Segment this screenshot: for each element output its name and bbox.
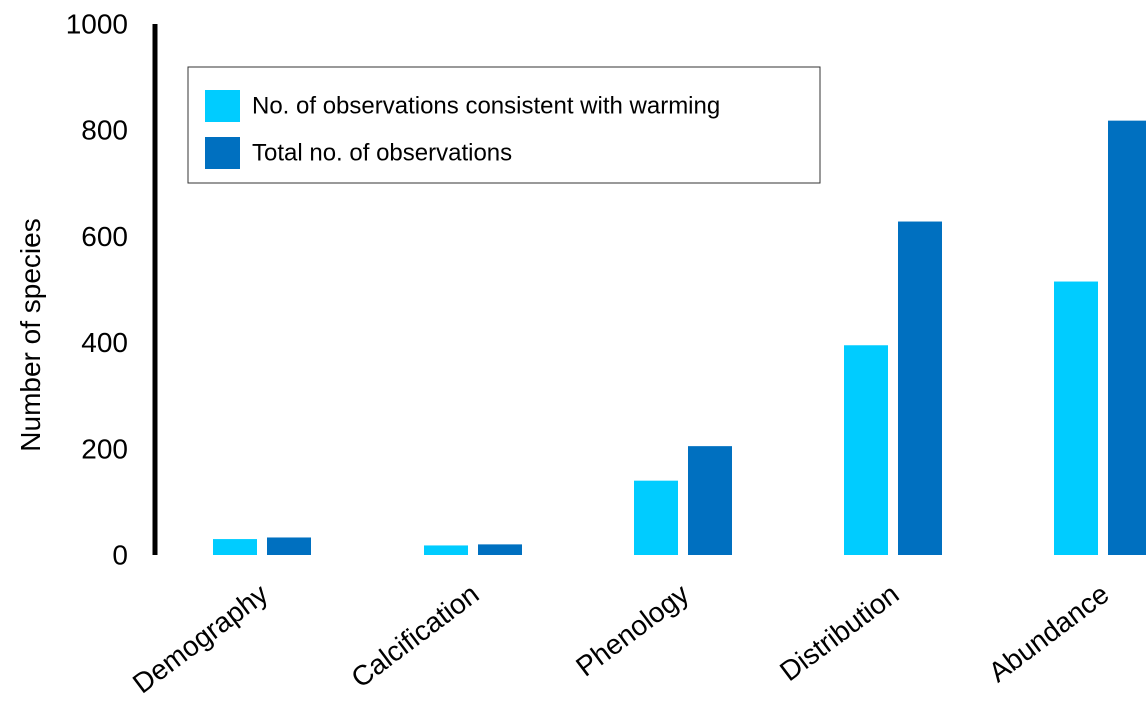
y-tick-label: 1000 <box>66 9 128 40</box>
legend-swatch-2 <box>205 137 240 169</box>
x-tick-label: Phenology <box>570 578 694 682</box>
x-tick-label: Distribution <box>774 578 905 687</box>
y-axis-title: Number of species <box>15 218 46 451</box>
legend: No. of observations consistent with warm… <box>187 66 821 184</box>
y-tick-label: 600 <box>81 221 128 252</box>
legend-swatch-1 <box>205 90 240 122</box>
y-tick-label: 800 <box>81 115 128 146</box>
bar-demography-series-2 <box>267 537 311 555</box>
x-tick-label: Demography <box>127 578 274 699</box>
x-tick-label: Calcification <box>345 578 484 694</box>
bar-abundance-series-2 <box>1108 120 1146 555</box>
bar-phenology-series-2 <box>688 446 732 555</box>
x-axis-labels: Demography Calcification Phenology Distribu… <box>127 578 1115 699</box>
bar-calcification-series-2 <box>478 544 522 555</box>
bar-phenology-series-1 <box>634 480 678 555</box>
y-tick-label: 400 <box>81 327 128 358</box>
bar-demography-series-1 <box>213 539 257 555</box>
legend-label-2: Total no. of observations <box>252 140 512 167</box>
x-tick-label: Abundance <box>983 578 1115 688</box>
bars <box>213 120 1146 556</box>
bar-distribution-series-2 <box>898 221 942 556</box>
legend-label-1: No. of observations consistent with warm… <box>252 93 720 120</box>
legend-box <box>187 66 821 184</box>
y-tick-label: 200 <box>81 433 128 464</box>
y-axis: 0 200 400 600 800 1000 <box>66 9 158 571</box>
y-tick-label: 0 <box>112 540 128 571</box>
bar-calcification-series-1 <box>424 545 468 555</box>
bar-abundance-series-1 <box>1054 281 1098 555</box>
bar-distribution-series-1 <box>844 345 888 555</box>
